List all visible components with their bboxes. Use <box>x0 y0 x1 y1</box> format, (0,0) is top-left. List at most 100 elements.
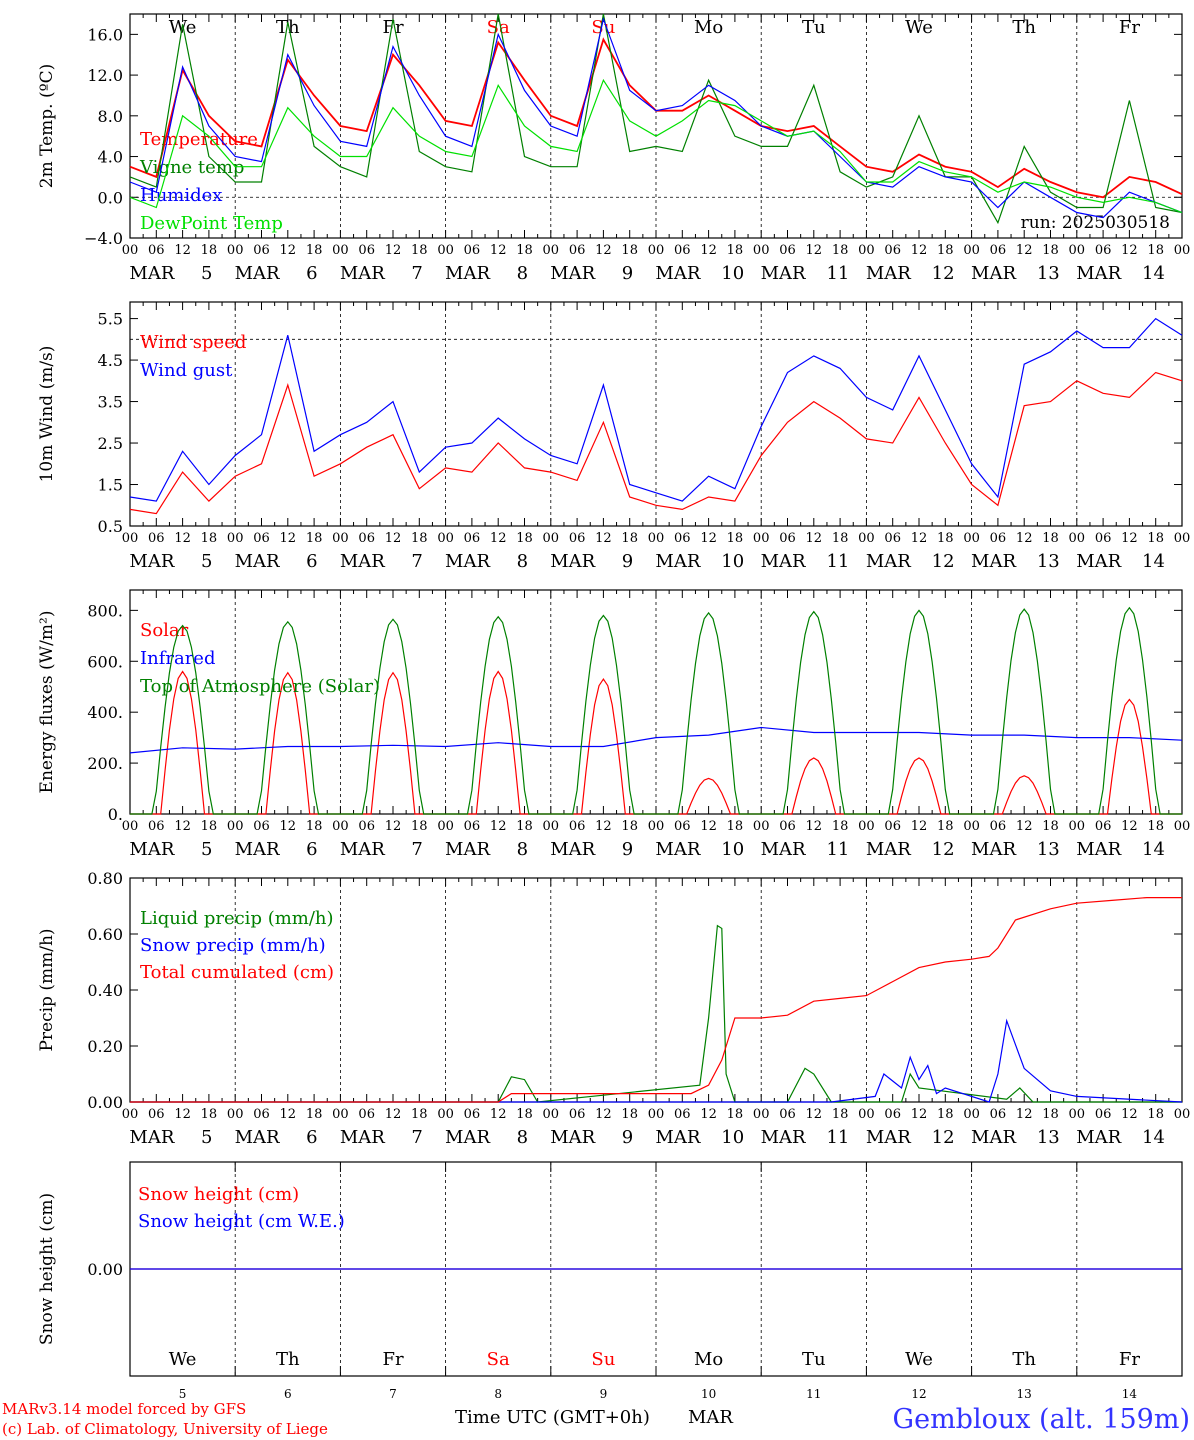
hour-tick-label: 06 <box>569 531 586 546</box>
hour-tick-label: 18 <box>411 1107 428 1122</box>
day-name: Th <box>1012 1349 1036 1370</box>
hour-tick-label: 18 <box>621 531 638 546</box>
month-axis-label: MAR <box>688 1407 733 1428</box>
hour-tick-label: 06 <box>884 531 901 546</box>
hour-tick-label: 12 <box>911 531 928 546</box>
date-number: 8 <box>517 551 528 572</box>
hour-tick-label: 00 <box>648 531 665 546</box>
hour-tick-label: 18 <box>411 819 428 834</box>
month-label: MAR <box>971 263 1016 284</box>
hour-tick-label: 12 <box>280 1107 297 1122</box>
hour-tick-label: 18 <box>621 243 638 258</box>
y-axis-label: Energy fluxes (W/m²) <box>37 611 57 794</box>
hour-tick-label: 12 <box>490 819 507 834</box>
month-label: MAR <box>445 551 490 572</box>
hour-tick-label: 00 <box>227 531 244 546</box>
date-number: 6 <box>284 1387 292 1401</box>
legend-entry: Humidex <box>140 185 222 206</box>
month-label: MAR <box>445 1127 490 1148</box>
hour-tick-label: 18 <box>201 531 218 546</box>
hour-tick-label: 00 <box>963 243 980 258</box>
date-number: 11 <box>826 551 849 572</box>
y-tick-label: 8.0 <box>98 107 123 126</box>
hour-tick-label: 18 <box>727 531 744 546</box>
series-line-vigne-temp <box>129 13 1183 225</box>
day-name: We <box>905 1349 933 1370</box>
hour-tick-label: 12 <box>806 819 823 834</box>
hour-tick-label: 06 <box>884 243 901 258</box>
day-name: Mo <box>694 17 723 38</box>
date-number: 10 <box>721 1127 744 1148</box>
y-tick-label: 0.40 <box>87 981 123 1000</box>
y-tick-label: 1.5 <box>98 476 123 495</box>
hour-tick-label: 00 <box>963 819 980 834</box>
hour-tick-label: 06 <box>674 1107 691 1122</box>
legend-entry: Vigne temp <box>139 157 244 178</box>
hour-tick-label: 12 <box>595 531 612 546</box>
hour-tick-label: 06 <box>148 243 165 258</box>
hour-tick-label: 06 <box>1095 1107 1112 1122</box>
month-label: MAR <box>129 839 174 860</box>
hour-tick-label: 18 <box>306 531 323 546</box>
hour-tick-label: 06 <box>779 1107 796 1122</box>
date-number: 13 <box>1017 1387 1032 1401</box>
month-label: MAR <box>235 551 280 572</box>
hour-tick-label: 00 <box>858 531 875 546</box>
hour-tick-label: 00 <box>227 1107 244 1122</box>
month-label: MAR <box>129 263 174 284</box>
date-number: 14 <box>1142 839 1165 860</box>
y-tick-label: 600. <box>87 652 123 671</box>
hour-tick-label: 00 <box>1069 1107 1086 1122</box>
y-tick-label: 3.5 <box>98 393 123 412</box>
hour-tick-label: 00 <box>227 819 244 834</box>
y-tick-label: 4.0 <box>98 148 123 167</box>
month-label: MAR <box>971 551 1016 572</box>
day-name: We <box>169 1349 197 1370</box>
month-label: MAR <box>235 839 280 860</box>
month-label: MAR <box>655 263 700 284</box>
hour-tick-label: 06 <box>253 819 270 834</box>
hour-tick-label: 00 <box>1069 243 1086 258</box>
legend-entry: Snow precip (mm/h) <box>140 935 326 956</box>
y-tick-label: 5.5 <box>98 310 123 329</box>
hour-tick-label: 06 <box>779 819 796 834</box>
day-name: Fr <box>1119 17 1140 38</box>
hour-tick-label: 12 <box>700 819 717 834</box>
y-tick-label: 400. <box>87 703 123 722</box>
hour-tick-label: 00 <box>543 819 560 834</box>
date-number: 13 <box>1037 263 1060 284</box>
date-number: 6 <box>306 839 317 860</box>
hour-tick-label: 18 <box>201 819 218 834</box>
panel-energy: 0. 200. 400. 600. 800. Energy fluxes (W/m²) 00… <box>37 589 1190 860</box>
date-number: 12 <box>932 551 955 572</box>
hour-tick-label: 18 <box>937 531 954 546</box>
hour-tick-label: 12 <box>174 1107 191 1122</box>
hour-tick-label: 00 <box>332 819 349 834</box>
month-label: MAR <box>340 263 385 284</box>
hour-tick-label: 18 <box>1147 531 1164 546</box>
location-label: Gembloux (alt. 159m) <box>893 1404 1190 1435</box>
y-tick-label: 0.00 <box>87 1093 123 1112</box>
hour-tick-label: 12 <box>385 243 402 258</box>
hour-tick-label: 18 <box>621 1107 638 1122</box>
day-name: Tu <box>802 1349 826 1370</box>
series-line-snow-precip-mm-h- <box>130 1018 1183 1103</box>
hour-tick-label: 12 <box>280 819 297 834</box>
hour-tick-label: 12 <box>700 1107 717 1122</box>
y-axis-label: 10m Wind (m/s) <box>37 346 57 483</box>
day-name: Fr <box>382 1349 403 1370</box>
day-name: We <box>905 17 933 38</box>
date-number: 5 <box>201 1127 212 1148</box>
legend-entry: Top of Atmosphere (Solar) <box>140 676 380 697</box>
hour-tick-label: 00 <box>437 1107 454 1122</box>
y-tick-label: 0.00 <box>87 1260 123 1279</box>
hour-tick-label: 06 <box>1095 819 1112 834</box>
date-number: 11 <box>806 1387 821 1401</box>
month-label: MAR <box>761 263 806 284</box>
hour-tick-label: 12 <box>806 243 823 258</box>
date-number: 9 <box>622 263 633 284</box>
hour-tick-label: 00 <box>1174 243 1191 258</box>
hour-tick-label: 12 <box>806 531 823 546</box>
hour-tick-label: 00 <box>122 819 139 834</box>
panel-wind: 0.5 1.5 2.5 3.5 4.5 5.5 10m Wind (m/s) 00 06 12 18… <box>37 301 1190 572</box>
